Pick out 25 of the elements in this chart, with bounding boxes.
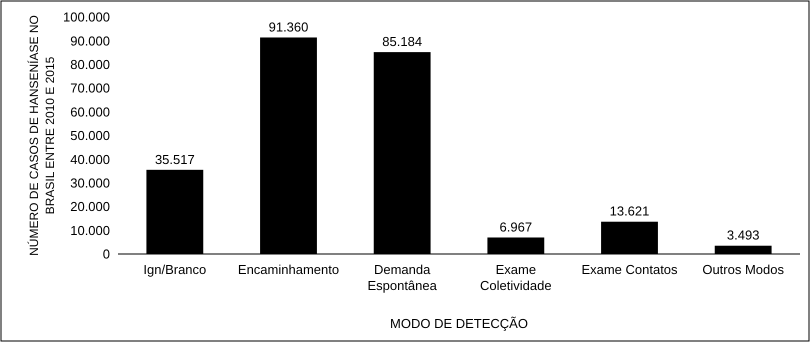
x-tick-label: Ign/Branco xyxy=(143,262,206,277)
x-tick-label: Encaminhamento xyxy=(238,262,340,277)
x-axis-title: MODO DE DETECÇÃO xyxy=(390,316,528,331)
y-tick-label: 80.000 xyxy=(70,56,110,72)
x-tick-label: Outros Modos xyxy=(702,262,784,277)
y-tick-label: 50.000 xyxy=(70,128,110,144)
data-label: 6.967 xyxy=(500,219,532,234)
x-tick-label: Demanda Espontânea xyxy=(367,262,438,293)
y-tick-label: 40.000 xyxy=(70,152,110,167)
y-tick-label: 20.000 xyxy=(70,199,110,214)
data-label: 13.621 xyxy=(610,204,650,219)
y-tick-label: 60.000 xyxy=(70,104,110,120)
y-tick-label: 100.000 xyxy=(63,10,110,25)
y-axis-title: NÚMERO DE CASOS DE HANSENÍASE NO BRASIL ENTRE 2010 E 2015 xyxy=(27,15,57,256)
y-tick-label: 30.000 xyxy=(70,175,110,190)
y-tick-label: 90.000 xyxy=(70,33,110,48)
data-label: 35.517 xyxy=(154,152,195,167)
data-label: 85.184 xyxy=(382,34,422,50)
y-tick-label: 70.000 xyxy=(70,80,110,96)
x-tick-label: Exame Coletividade xyxy=(480,262,552,293)
y-tick-label: 0 xyxy=(102,246,110,262)
data-label: 3.493 xyxy=(726,228,760,243)
data-label: 91.360 xyxy=(268,19,308,34)
y-tick-label: 10.000 xyxy=(70,222,110,238)
x-tick-label: Exame Contatos xyxy=(581,262,678,277)
